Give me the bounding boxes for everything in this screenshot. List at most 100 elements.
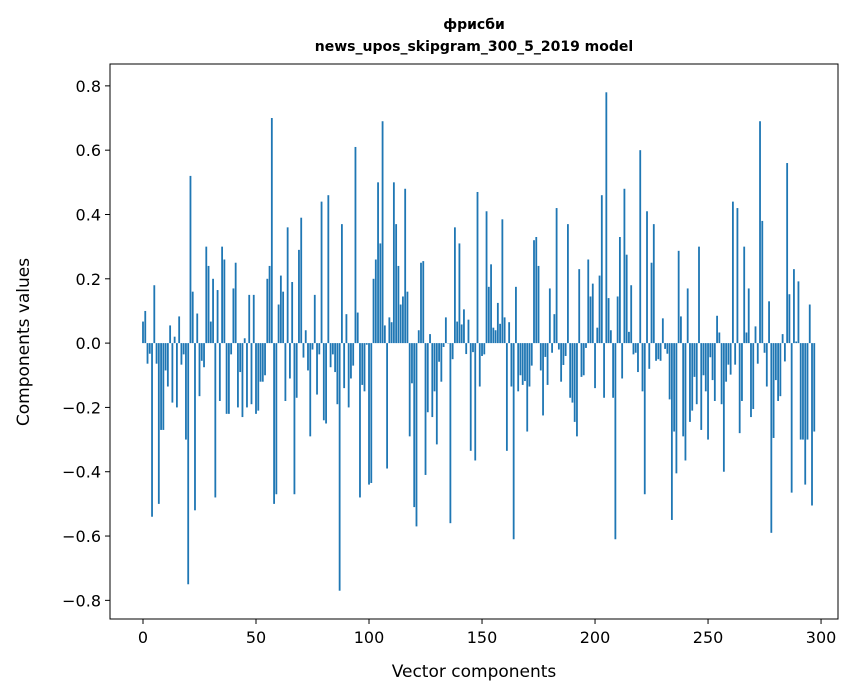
bar	[431, 343, 433, 417]
bar	[422, 261, 424, 343]
y-tick-label: 0.2	[76, 270, 101, 289]
bar	[336, 343, 338, 404]
bar	[585, 343, 587, 348]
bar	[323, 343, 325, 420]
bar	[144, 311, 146, 343]
bar	[156, 343, 158, 364]
bar	[370, 343, 372, 483]
y-tick-label: −0.2	[62, 398, 101, 417]
bar	[355, 147, 357, 343]
bar	[522, 343, 524, 385]
bar	[214, 343, 216, 497]
bar	[624, 189, 626, 343]
bar	[750, 343, 752, 417]
bar	[402, 296, 404, 343]
bar	[230, 343, 232, 354]
bar	[203, 343, 205, 367]
x-tick-label: 300	[806, 628, 837, 647]
bar	[194, 343, 196, 510]
bar	[359, 343, 361, 497]
bar	[427, 343, 429, 412]
bar	[309, 343, 311, 436]
bar	[477, 192, 479, 343]
bar	[752, 343, 754, 409]
bar	[436, 343, 438, 444]
bar	[707, 343, 709, 439]
bar	[766, 343, 768, 386]
bar	[429, 334, 431, 343]
bar	[221, 247, 223, 343]
bar	[153, 285, 155, 343]
bar	[434, 343, 436, 391]
bar	[682, 343, 684, 436]
bar	[639, 150, 641, 343]
bar	[511, 343, 513, 386]
bar	[666, 343, 668, 354]
bar	[411, 343, 413, 383]
bar	[655, 343, 657, 361]
bar	[730, 343, 732, 375]
bar	[689, 343, 691, 422]
bar	[330, 343, 332, 367]
bar	[542, 343, 544, 415]
bar	[395, 224, 397, 343]
bar	[725, 343, 727, 382]
bar	[603, 343, 605, 398]
bar	[167, 343, 169, 386]
bar	[619, 237, 621, 343]
bar	[388, 317, 390, 343]
y-axis-label: Components values	[14, 258, 34, 426]
bar	[789, 294, 791, 343]
bar	[440, 343, 442, 382]
bar	[452, 343, 454, 359]
bar	[809, 305, 811, 344]
bar	[382, 121, 384, 343]
bar	[201, 343, 203, 361]
chart-subtitle: news_upos_skipgram_300_5_2019 model	[315, 39, 633, 55]
bar	[379, 243, 381, 343]
bar	[438, 343, 440, 362]
bar	[418, 330, 420, 343]
bar	[465, 343, 467, 354]
bar	[253, 295, 255, 343]
bar	[280, 276, 282, 344]
bar	[368, 343, 370, 484]
bar	[610, 330, 612, 343]
bar	[680, 316, 682, 343]
bar	[217, 290, 219, 343]
bar	[590, 296, 592, 343]
bar	[169, 325, 171, 343]
bar	[237, 343, 239, 407]
bar	[316, 343, 318, 394]
bar	[171, 343, 173, 402]
bar	[416, 343, 418, 526]
bar	[800, 343, 802, 439]
bar	[567, 224, 569, 343]
y-tick-label: −0.8	[62, 591, 101, 610]
bar	[307, 343, 309, 370]
bar	[176, 343, 178, 407]
bar	[459, 243, 461, 343]
bar	[486, 211, 488, 343]
bar	[147, 343, 149, 364]
y-tick-label: 0.4	[76, 205, 101, 224]
bar	[741, 343, 743, 401]
bar	[779, 343, 781, 396]
bar	[298, 250, 300, 343]
bar	[569, 343, 571, 398]
bar	[529, 343, 531, 386]
bar	[228, 343, 230, 414]
bar	[671, 343, 673, 520]
bar	[646, 211, 648, 343]
bar	[165, 343, 167, 370]
bar	[377, 182, 379, 343]
bar	[409, 343, 411, 436]
bar	[673, 343, 675, 431]
bar	[284, 343, 286, 401]
bar	[727, 343, 729, 365]
bar	[626, 255, 628, 343]
bar	[190, 176, 192, 343]
bar	[813, 343, 815, 431]
bar	[513, 343, 515, 539]
